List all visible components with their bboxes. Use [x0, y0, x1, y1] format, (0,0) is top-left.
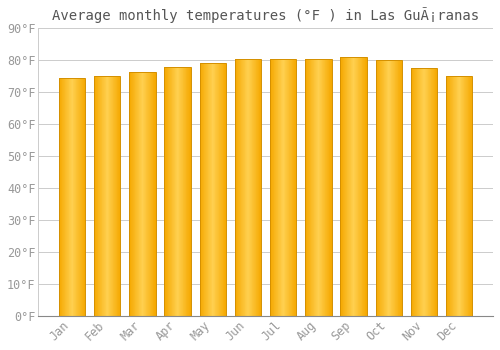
Bar	[340, 57, 367, 316]
Bar	[270, 58, 296, 316]
Bar	[235, 59, 261, 316]
Bar	[305, 59, 332, 316]
Bar	[59, 78, 86, 316]
Bar	[164, 66, 191, 316]
Bar	[130, 72, 156, 316]
Bar	[200, 63, 226, 316]
Bar	[94, 76, 120, 316]
Bar	[376, 60, 402, 316]
Bar	[446, 76, 472, 316]
Title: Average monthly temperatures (°F ) in Las GuÃ¡ranas: Average monthly temperatures (°F ) in La…	[52, 7, 479, 23]
Bar	[411, 68, 437, 316]
